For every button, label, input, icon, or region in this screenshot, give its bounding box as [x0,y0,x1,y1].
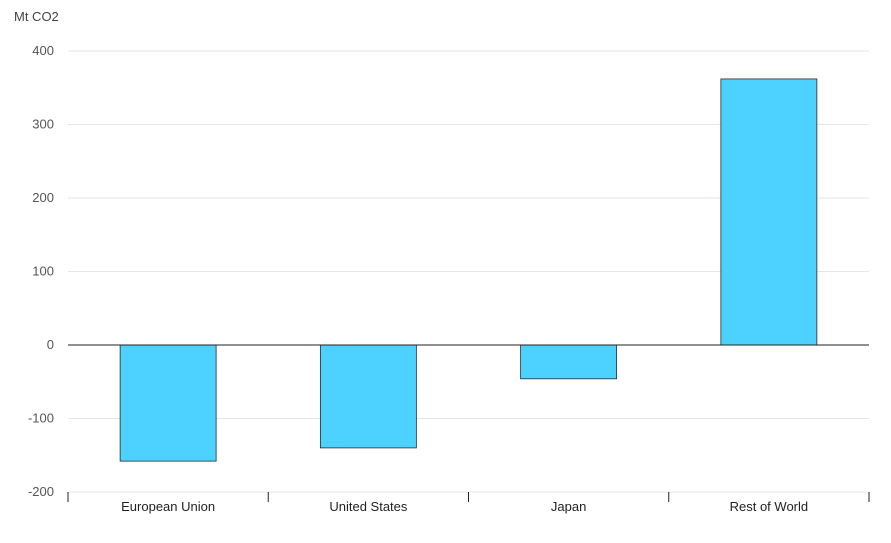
x-tick-label: United States [329,499,408,514]
bar [119,344,217,462]
y-axis-unit-label: Mt CO2 [14,9,59,24]
x-tick-label: Rest of World [730,499,809,514]
y-tick-label: -100 [28,411,54,426]
y-axis-tick-labels: 400 300 200 100 0 -100 -200 [28,43,54,499]
y-tick-label: -200 [28,484,54,499]
bar [319,344,417,449]
x-axis: European Union United States Japan Rest of … [67,491,870,514]
y-tick-label: 400 [32,43,54,58]
bar [520,344,618,380]
x-tick-label: European Union [121,499,215,514]
y-tick-label: 300 [32,117,54,132]
bars [119,78,818,462]
y-tick-label: 0 [47,337,54,352]
x-tick-label: Japan [551,499,586,514]
y-tick-label: 100 [32,264,54,279]
bar [720,78,818,346]
y-tick-label: 200 [32,190,54,205]
